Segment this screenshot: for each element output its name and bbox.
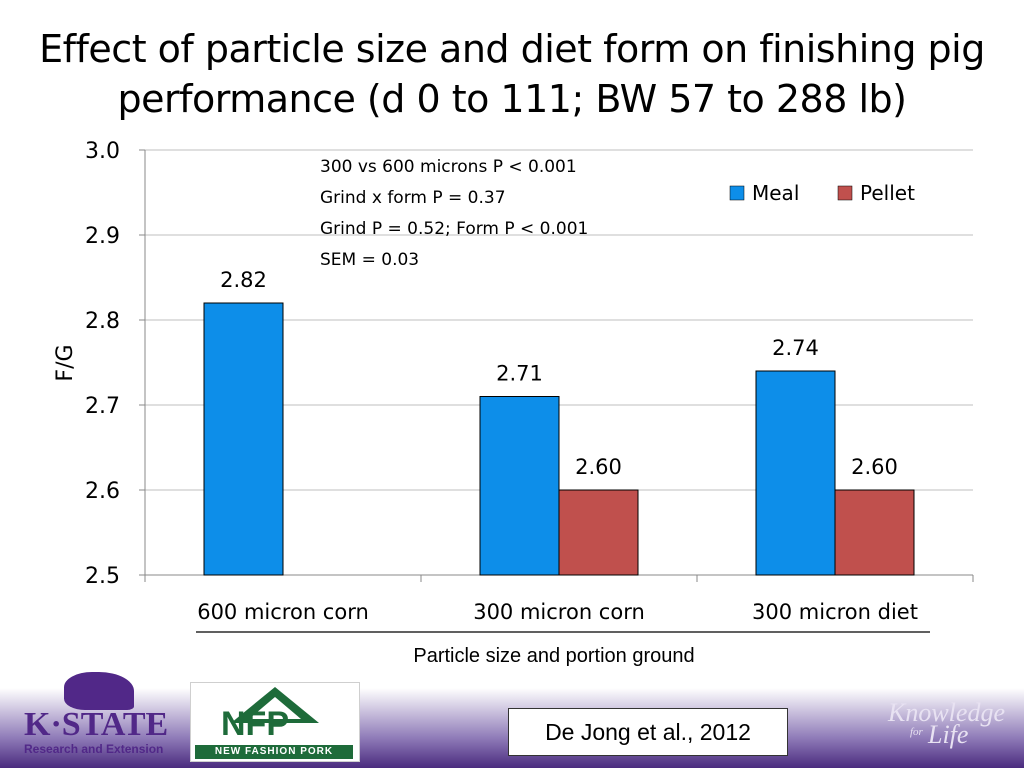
legend-label-meal: Meal xyxy=(752,181,799,205)
bar-meal xyxy=(203,302,284,576)
nfp-logo: NFP NEW FASHION PORK xyxy=(190,682,360,762)
legend-swatch-pellet xyxy=(837,185,853,201)
bar-meal xyxy=(755,370,836,576)
tagline-life: Life xyxy=(928,720,969,749)
chart-title: Effect of particle size and diet form on… xyxy=(39,27,985,121)
mountain-icon xyxy=(231,687,319,723)
y-tick-label: 2.6 xyxy=(85,479,120,504)
kstate-name: K·STATE xyxy=(24,706,169,743)
kstate-subtitle: Research and Extension xyxy=(24,742,164,756)
category-label: 300 micron diet xyxy=(752,600,918,624)
y-tick-label: 3.0 xyxy=(85,139,120,164)
data-label: 2.60 xyxy=(851,455,898,479)
kstate-logo: K·STATE Research and Extension xyxy=(20,672,180,762)
category-label: 600 micron corn xyxy=(197,600,369,624)
stats-annotation: SEM = 0.03 xyxy=(320,250,419,270)
y-tick-label: 2.5 xyxy=(85,564,120,589)
citation: De Jong et al., 2012 xyxy=(508,708,788,756)
category-label: 300 micron corn xyxy=(473,600,645,624)
legend-label-pellet: Pellet xyxy=(860,181,915,205)
nfp-name: NEW FASHION PORK xyxy=(195,745,353,759)
nfp-letters: NFP xyxy=(221,705,289,743)
stats-annotation: Grind x form P = 0.37 xyxy=(320,188,506,208)
knowledge-for-life-logo: Knowledge for Life xyxy=(880,698,1020,758)
data-label: 2.60 xyxy=(575,455,622,479)
wildcat-icon xyxy=(64,672,134,710)
bar-chart: 2.5 2.6 2.7 2.8 2.9 3.0 2.82 2.71 2.74 2.60 2.60 60… xyxy=(53,139,974,667)
y-tick-label: 2.7 xyxy=(85,394,120,419)
stats-annotation: Grind P = 0.52; Form P < 0.001 xyxy=(320,219,588,239)
bar-pellet xyxy=(834,489,915,576)
stats-annotation: 300 vs 600 microns P < 0.001 xyxy=(320,157,577,177)
data-label: 2.74 xyxy=(772,336,819,360)
bar-meal xyxy=(479,396,560,576)
data-label: 2.71 xyxy=(496,362,543,386)
y-tick-label: 2.9 xyxy=(85,224,120,249)
y-axis-title: F/G xyxy=(53,344,78,381)
data-label: 2.82 xyxy=(220,268,267,292)
y-tick-label: 2.8 xyxy=(85,309,120,334)
tagline-knowledge: Knowledge xyxy=(888,698,1005,727)
bar-pellet xyxy=(558,489,639,576)
x-axis-title: Particle size and portion ground xyxy=(413,645,694,667)
legend-swatch-meal xyxy=(729,185,745,201)
tagline-for: for xyxy=(910,726,923,738)
